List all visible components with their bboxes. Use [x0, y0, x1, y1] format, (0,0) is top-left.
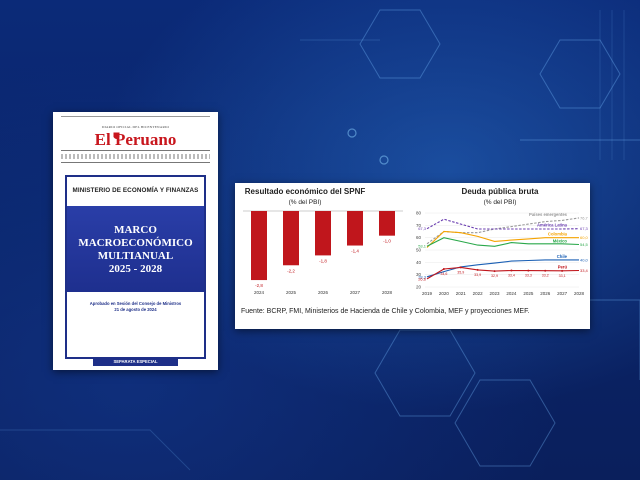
coat-of-arms-icon [113, 132, 120, 139]
bar-category-label: 2024 [254, 290, 265, 295]
series-point-label: 33,4 [508, 273, 515, 277]
bar-category-label: 2026 [318, 290, 329, 295]
line-x-tick-label: 2027 [557, 291, 568, 296]
series-point-label: 35,9 [457, 270, 464, 274]
series-start-label: 26,6 [418, 276, 427, 281]
approval-date: 21 de agosto de 2024 [114, 307, 157, 312]
line-y-tick-label: 50 [416, 248, 422, 253]
line-x-tick-label: 2022 [473, 291, 484, 296]
line-x-tick-label: 2021 [456, 291, 467, 296]
bar [315, 211, 331, 256]
series-point [527, 269, 530, 272]
line-chart-subtitle: (% del PBI) [484, 199, 517, 206]
chart-source-note: Fuente: BCRP, FMI, Ministerios de Hacien… [241, 308, 530, 315]
bar-value-label: -1,8 [319, 258, 327, 263]
line-y-tick-label: 80 [416, 211, 422, 216]
bar [347, 211, 363, 246]
special-edition-banner: SEPARATA ESPECIAL [93, 358, 178, 366]
approval-line: Aprobado en Sesión del Consejo de Minist… [89, 301, 182, 306]
series-name-label: Perú [558, 264, 568, 269]
line-x-tick-label: 2020 [439, 291, 450, 296]
cover-rule [61, 150, 210, 151]
series-end-label: 76,7 [580, 215, 589, 220]
approval-note: Aprobado en Sesión del Consejo de Minist… [67, 301, 204, 313]
bar-value-label: -1,4 [351, 249, 359, 254]
series-point-label: 32,9 [491, 274, 498, 278]
cover-small-head: DIARIO OFICIAL DEL BICENTENARIO [101, 125, 170, 129]
series-end-label: 54,5 [580, 242, 589, 247]
line-x-tick-label: 2025 [523, 291, 534, 296]
line-x-tick-label: 2026 [540, 291, 551, 296]
series-name-label: Países emergentes [529, 212, 568, 217]
cover-title-line: MULTIANUAL [97, 250, 174, 262]
series-point-label: 34,6 [440, 272, 447, 276]
newspaper-masthead: El Peruano [94, 130, 177, 149]
series-point-label: 33,1 [559, 274, 566, 278]
series-start-label: 53,1 [418, 244, 427, 249]
bar-value-label: -1,0 [383, 239, 391, 244]
bar-category-label: 2028 [382, 290, 393, 295]
line-x-tick-label: 2023 [490, 291, 501, 296]
series-point-label: 33,3 [525, 274, 532, 278]
line-y-tick-label: 40 [416, 260, 422, 265]
line-x-tick-label: 2028 [574, 291, 585, 296]
cover-frame: MINISTERIO DE ECONOMÍA Y FINANZAS MARCO … [65, 175, 206, 359]
cover-title-line: MACROECONÓMICO [78, 237, 193, 249]
charts-canvas: Resultado económico del SPNF (% del PBI)… [243, 187, 589, 297]
bar-chart-subtitle: (% del PBI) [289, 199, 322, 206]
bar [379, 211, 395, 236]
cover-fine-print [61, 154, 210, 159]
bar-value-label: -2,2 [287, 268, 295, 273]
series-end-label: 33,4 [580, 268, 589, 273]
series-name-label: Colombia [548, 232, 568, 237]
series-point [561, 269, 564, 272]
line-y-tick-label: 70 [416, 223, 422, 228]
series-line [426, 237, 580, 247]
bar-category-label: 2027 [350, 290, 361, 295]
bar-value-label: -2,8 [255, 283, 263, 288]
series-start-label: 67,3 [418, 226, 427, 231]
series-start-label: 28,3 [418, 274, 427, 279]
series-line [426, 218, 580, 230]
line-y-tick-label: 20 [416, 285, 422, 290]
series-end-label: 40,0 [580, 257, 589, 262]
series-name-label: América Latina [537, 223, 568, 228]
cover-title-box: MARCO MACROECONÓMICO MULTIANUAL 2025 - 2… [67, 206, 204, 292]
document-cover: DIARIO OFICIAL DEL BICENTENARIO El Perua… [53, 112, 218, 370]
line-x-tick-label: 2024 [506, 291, 517, 296]
series-point [476, 268, 479, 271]
bar [251, 211, 267, 281]
series-end-label: 60,0 [580, 235, 589, 240]
series-line [426, 259, 579, 278]
series-name-label: México [553, 238, 568, 243]
series-point [493, 270, 496, 273]
line-chart-title: Deuda pública bruta [462, 187, 539, 196]
bar-chart-title: Resultado económico del SPNF [245, 187, 366, 196]
cover-title-line: MARCO [114, 224, 157, 236]
series-line [426, 230, 579, 248]
series-end-label: 67,3 [580, 226, 589, 231]
series-point [510, 269, 513, 272]
cover-top-rule [61, 116, 210, 117]
series-point-label: 33,9 [474, 273, 481, 277]
line-chart: 20 30 40 50 60 70 80 2019 2020 2021 2022 2023 2024 20… [416, 211, 589, 297]
ministry-name: MINISTERIO DE ECONOMÍA Y FINANZAS [72, 187, 199, 194]
series-point [442, 267, 445, 270]
series-point [544, 269, 547, 272]
cover-title-line: 2025 - 2028 [108, 263, 163, 275]
series-line [426, 266, 580, 280]
bar-chart: -2,8 2024 -2,2 2025 -1,8 2026 -1,4 2027 -1,0 2028 [243, 210, 403, 295]
line-y-tick-label: 30 [416, 272, 422, 277]
line-y-tick-label: 60 [416, 235, 422, 240]
bar [283, 211, 299, 266]
series-name-label: Chile [557, 254, 568, 259]
cover-rule [61, 162, 210, 163]
series-point-label: 33,2 [542, 274, 549, 278]
bar-category-label: 2025 [286, 290, 297, 295]
series-point [459, 266, 462, 269]
chart-card: Resultado económico del SPNF (% del PBI)… [235, 183, 590, 329]
line-x-tick-label: 2019 [422, 291, 433, 296]
